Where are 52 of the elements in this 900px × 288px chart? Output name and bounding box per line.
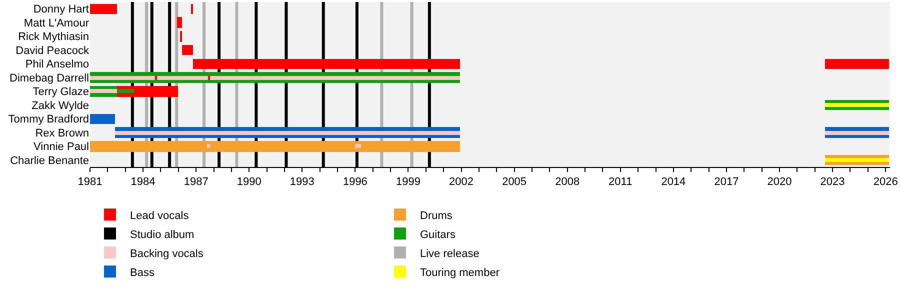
y-tick-label: Donny Hart bbox=[33, 4, 89, 16]
bar bbox=[90, 141, 460, 152]
bar bbox=[90, 76, 460, 80]
bar bbox=[207, 144, 210, 148]
y-tick-label: Zakk Wylde bbox=[32, 100, 89, 112]
x-tick-label: 1996 bbox=[342, 176, 368, 188]
bar bbox=[90, 89, 117, 93]
y-tick-label: Rick Mythiasin bbox=[18, 31, 89, 44]
y-tick-label: David Peacock bbox=[16, 44, 90, 57]
bar bbox=[115, 131, 460, 135]
x-tick-label: 1999 bbox=[396, 176, 420, 188]
bar bbox=[825, 59, 889, 69]
bar bbox=[90, 114, 115, 124]
legend-label: Lead vocals bbox=[130, 210, 190, 222]
y-tick-label: Rex Brown bbox=[35, 127, 89, 140]
bar bbox=[355, 144, 361, 148]
bar bbox=[182, 45, 193, 55]
y-tick-label: Vinnie Paul bbox=[34, 141, 89, 154]
y-tick-label: Terry Glaze bbox=[32, 86, 89, 98]
y-tick-label: Charlie Benante bbox=[10, 154, 89, 167]
bar bbox=[825, 131, 889, 135]
legend-label: Studio album bbox=[130, 228, 194, 241]
legend-label: Live release bbox=[420, 248, 480, 260]
bar bbox=[117, 89, 134, 93]
x-tick-label: 1984 bbox=[130, 176, 156, 188]
bar bbox=[177, 17, 182, 28]
legend-label: Drums bbox=[420, 210, 453, 222]
x-tick-label: 1993 bbox=[290, 176, 314, 188]
x-tick-label: 2014 bbox=[661, 176, 686, 188]
x-tick-label: 2026 bbox=[873, 176, 898, 188]
y-tick-label: Dimebag Darrell bbox=[10, 72, 89, 84]
legend-label: Backing vocals bbox=[130, 248, 204, 260]
x-tick-label: 1990 bbox=[236, 176, 262, 188]
y-tick-label: Phil Anselmo bbox=[25, 58, 89, 71]
x-tick-label: 2011 bbox=[608, 176, 632, 188]
x-tick-label: 2020 bbox=[767, 176, 792, 188]
legend-label: Touring member bbox=[420, 266, 500, 279]
y-tick-label: Matt L'Amour bbox=[24, 17, 90, 30]
x-tick-label: 1981 bbox=[78, 176, 102, 188]
bar bbox=[825, 158, 889, 162]
bar bbox=[193, 59, 460, 69]
bar bbox=[90, 4, 117, 14]
x-tick-label: 2005 bbox=[502, 176, 527, 188]
y-tick-label: Tommy Bradford bbox=[8, 114, 89, 126]
legend-label: Guitars bbox=[420, 228, 456, 241]
x-tick-label: 2023 bbox=[820, 176, 845, 188]
x-tick-label: 2008 bbox=[555, 176, 580, 188]
bar bbox=[825, 103, 889, 107]
x-tick-label: 1987 bbox=[184, 176, 208, 188]
x-tick-label: 2017 bbox=[714, 176, 739, 188]
legend-label: Bass bbox=[130, 266, 155, 279]
x-tick-label: 2002 bbox=[449, 176, 474, 188]
